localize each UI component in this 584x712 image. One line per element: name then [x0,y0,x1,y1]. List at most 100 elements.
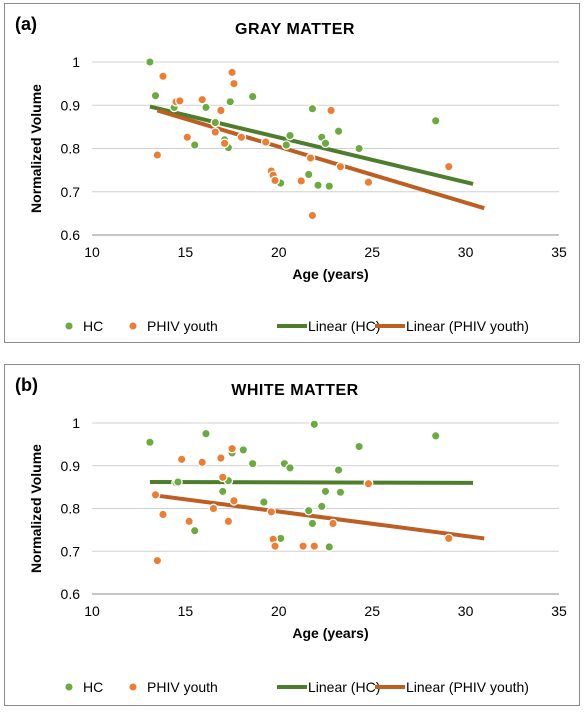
gray-matter-chart: (a) GRAY MATTER 0.6 0.7 0.8 0.9 1 10 15 20 25 30 35 A… [15,14,567,334]
data-point-hc [238,445,249,455]
data-point-hc [430,430,441,441]
data-point-phiv [158,509,168,520]
data-point-hc [303,505,314,516]
trendline-phiv [156,108,485,211]
x-tick-label: 15 [178,244,194,260]
data-point-hc [173,477,183,487]
legend-label: Linear (PHIV youth) [406,318,529,334]
data-point-phiv [208,503,219,514]
panel-label: (a) [15,14,37,34]
data-point-phiv [184,516,194,527]
x-axis-title: Age (years) [292,266,368,282]
data-point-hc [430,115,441,126]
legend-marker-phiv [128,682,138,692]
data-point-phiv [335,161,346,172]
x-tick-label: 30 [458,244,474,260]
data-point-hc [201,428,211,439]
data-point-hc [247,91,258,102]
data-point-hc [307,518,318,529]
y-tick-label: 0.9 [61,458,81,474]
data-point-phiv [363,478,374,489]
y-tick-label: 1 [72,415,80,431]
legend-label: PHIV youth [147,318,218,334]
x-axis-title: Age (years) [292,625,368,641]
legend-item: HC [64,679,103,695]
data-point-phiv [182,132,193,143]
data-point-hc [189,140,200,150]
data-point-phiv [150,489,161,500]
data-point-phiv [158,71,168,82]
data-point-hc [307,103,318,114]
y-tick-label: 0.7 [61,184,81,200]
y-tick-label: 0.8 [61,501,81,517]
data-point-hc [217,486,228,497]
data-point-phiv [216,105,226,116]
data-point-phiv [152,150,163,160]
data-point-hc [309,419,320,430]
data-point-phiv [236,132,247,143]
y-tick-label: 0.8 [61,141,81,157]
x-tick-label: 10 [84,244,100,260]
data-point-hc [281,140,292,150]
x-tick-label: 35 [551,244,567,260]
chart-title: GRAY MATTER [235,21,355,38]
data-point-phiv [296,176,307,186]
data-point-hc [225,96,236,107]
data-point-phiv [326,105,336,116]
panel-label: (b) [15,375,38,395]
data-point-hc [335,487,346,498]
chart-title: WHITE MATTER [231,382,358,399]
white-matter-panel: (b) WHITE MATTER 0.6 0.7 0.8 0.9 1 10 15 20 25 30 35… [4,364,580,706]
data-point-phiv [219,138,230,149]
data-point-phiv [176,454,187,465]
data-point-hc [354,441,364,452]
data-point-phiv [443,533,454,544]
x-tick-label: 25 [364,603,380,619]
legend-label: HC [83,318,103,334]
legend-item: PHIV youth [128,318,218,334]
data-point-phiv [217,472,228,483]
data-point-hc [259,497,269,507]
legend-item: HC [64,318,103,334]
data-point-phiv [227,67,237,78]
legend-item: PHIV youth [128,679,218,695]
data-point-phiv [152,555,163,566]
legend-marker-phiv [128,321,138,331]
y-tick-label: 1 [72,54,80,70]
x-tick-label: 25 [364,244,380,260]
legend-item: Linear (PHIV youth) [375,679,529,695]
data-point-hc [285,130,295,141]
data-point-phiv [266,507,277,517]
gray-matter-panel: (a) GRAY MATTER 0.6 0.7 0.8 0.9 1 10 15 20 25 30 35 A… [4,3,580,343]
data-point-hc [320,138,331,149]
data-point-hc [316,501,327,512]
y-tick-label: 0.7 [61,543,81,559]
data-point-phiv [197,94,208,105]
data-point-phiv [270,175,280,186]
x-tick-label: 15 [178,603,194,619]
trendline-hc [149,479,474,485]
x-tick-label: 35 [551,603,567,619]
data-point-phiv [363,177,374,188]
x-tick-label: 20 [271,603,287,619]
data-point-phiv [328,518,338,529]
y-tick-label: 0.6 [61,227,81,243]
data-point-phiv [307,210,318,221]
data-point-phiv [229,78,239,89]
data-point-hc [354,143,364,154]
data-point-hc [145,57,155,67]
data-point-hc [247,458,258,469]
y-axis-title: Normalized Volume [28,444,44,573]
data-point-hc [324,542,335,552]
legend-item: Linear (HC) [277,318,380,334]
data-point-hc [189,525,200,536]
trendline-hc [149,104,474,186]
legend-marker-hc [64,321,74,331]
data-point-phiv [309,541,320,551]
data-point-phiv [227,443,237,454]
data-point-phiv [229,495,239,506]
data-point-phiv [443,161,454,172]
data-point-phiv [174,96,185,106]
data-point-phiv [223,516,234,527]
x-tick-label: 20 [271,244,287,260]
